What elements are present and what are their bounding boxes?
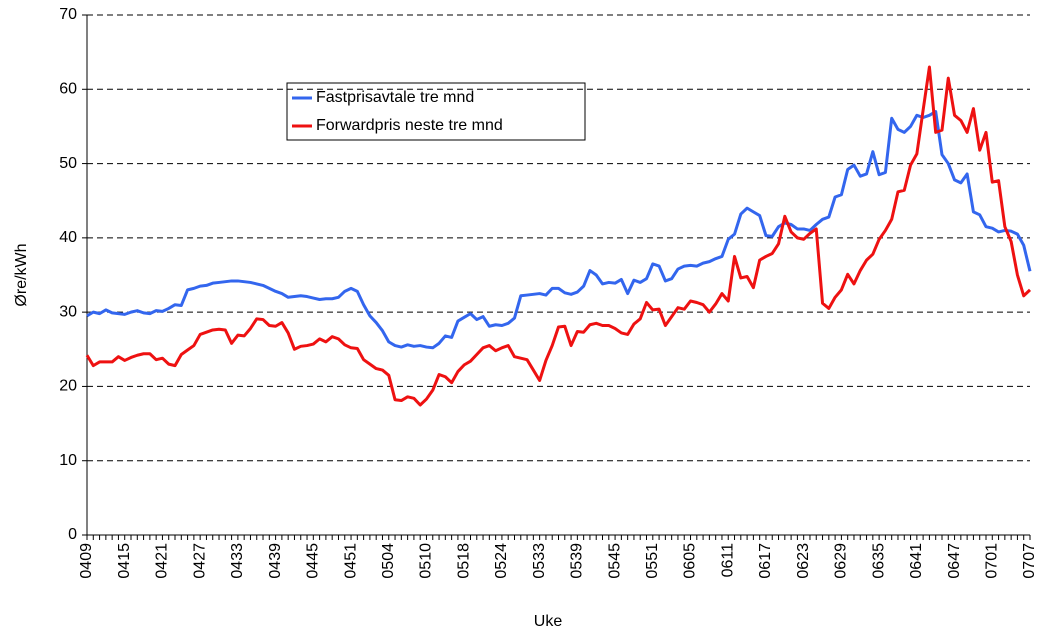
- x-tick-label: 0504: [380, 543, 397, 579]
- x-tick-label: 0701: [983, 543, 1000, 579]
- x-tick-label: 0433: [229, 543, 246, 579]
- x-tick-label: 0539: [569, 543, 586, 579]
- x-tick-label: 0533: [531, 543, 548, 579]
- x-tick-label: 0605: [682, 543, 699, 579]
- x-tick-label: 0707: [1021, 543, 1038, 579]
- y-axis-label: Øre/kWh: [13, 243, 30, 306]
- y-tick-label: 0: [68, 526, 77, 543]
- y-tick-label: 40: [59, 229, 77, 246]
- legend-label: Fastprisavtale tre mnd: [316, 89, 474, 106]
- x-tick-label: 0635: [870, 543, 887, 579]
- legend-box: [286, 82, 586, 141]
- legend-label: Forwardpris neste tre mnd: [316, 117, 503, 134]
- y-tick-label: 10: [59, 452, 77, 469]
- x-tick-label: 0409: [78, 543, 95, 579]
- y-tick-label: 60: [59, 81, 77, 98]
- x-tick-label: 0629: [833, 543, 850, 579]
- x-tick-label: 0427: [191, 543, 208, 579]
- x-tick-label: 0641: [908, 543, 925, 579]
- y-tick-label: 50: [59, 155, 77, 172]
- x-tick-label: 0518: [455, 543, 472, 579]
- x-tick-label: 0415: [116, 543, 133, 579]
- x-tick-label: 0611: [719, 543, 736, 578]
- x-axis-label: Uke: [534, 613, 563, 630]
- x-tick-label: 0617: [757, 543, 774, 579]
- series-line: [86, 110, 1032, 350]
- x-tick-label: 0445: [305, 543, 322, 579]
- x-tick-label: 0647: [946, 543, 963, 579]
- x-tick-label: 0524: [493, 543, 510, 579]
- x-tick-label: 0510: [418, 543, 435, 579]
- x-tick-label: 0551: [644, 543, 661, 579]
- x-tick-label: 0451: [342, 543, 359, 579]
- series-line: [85, 65, 1032, 407]
- x-tick-label: 0439: [267, 543, 284, 579]
- x-tick-label: 0623: [795, 543, 812, 579]
- x-tick-label: 0421: [154, 543, 171, 579]
- x-tick-label: 0545: [606, 543, 623, 579]
- y-tick-label: 20: [59, 378, 77, 395]
- y-tick-label: 70: [59, 6, 77, 23]
- y-tick-label: 30: [59, 303, 77, 320]
